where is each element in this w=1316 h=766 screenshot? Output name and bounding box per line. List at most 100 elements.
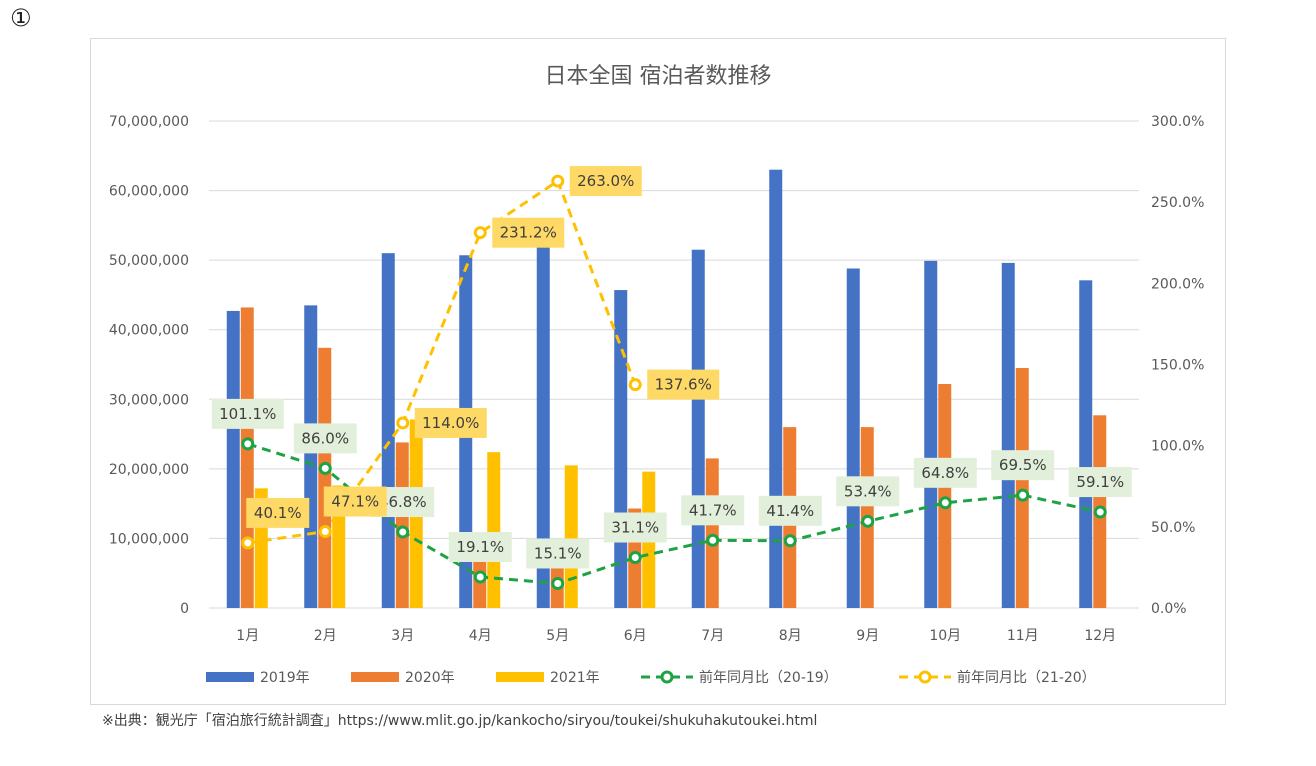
legend-swatch bbox=[496, 672, 544, 682]
legend-label: 2019年 bbox=[260, 670, 310, 686]
marker-前年同月比（20-19）-11月 bbox=[1016, 488, 1030, 502]
data-label-bg bbox=[414, 407, 487, 438]
bar-2019年-12月 bbox=[1079, 280, 1093, 608]
y-right-tick-label: 300.0% bbox=[1151, 114, 1204, 130]
bar-2020年-3月 bbox=[395, 442, 409, 608]
y-right-tick-label: 250.0% bbox=[1151, 195, 1204, 211]
x-tick-label: 8月 bbox=[779, 628, 802, 644]
y-left-tick-label: 10,000,000 bbox=[109, 531, 189, 547]
data-label-bg bbox=[681, 495, 745, 526]
bar-2019年-5月 bbox=[536, 246, 550, 608]
data-label: 231.2% bbox=[500, 224, 557, 242]
x-tick-label: 7月 bbox=[701, 628, 724, 644]
source-note: ※出典：観光庁「宿泊旅行統計調査」https://www.mlit.go.jp/… bbox=[102, 713, 818, 729]
data-label: 46.8% bbox=[379, 493, 427, 511]
marker-前年同月比（20-19）-5月 bbox=[551, 576, 565, 590]
data-label: 15.1% bbox=[534, 544, 582, 562]
data-label: 47.1% bbox=[331, 493, 379, 511]
data-label: 86.0% bbox=[301, 429, 349, 447]
data-label-bg bbox=[991, 450, 1055, 481]
bar-2021年-4月 bbox=[487, 452, 501, 608]
y-right-tick-label: 150.0% bbox=[1151, 358, 1204, 374]
data-label: 41.4% bbox=[766, 502, 814, 520]
data-label-bg bbox=[758, 495, 822, 526]
axes: 0 10,000,000 20,000,000 30,000,000 40,000,00… bbox=[109, 114, 1205, 644]
bar-2020年-7月 bbox=[705, 458, 719, 608]
data-label: 263.0% bbox=[577, 172, 634, 190]
data-label-bg bbox=[323, 486, 387, 517]
x-tick-label: 5月 bbox=[546, 628, 569, 644]
line-前年同月比（20-19） bbox=[247, 442, 1101, 586]
chart-svg: 日本全国 宿泊者数推移 101.1% 86.0% 46.8% 19.1% 15.1% 31… bbox=[109, 64, 1205, 686]
x-tick-label: 1月 bbox=[236, 628, 259, 644]
x-tick-label: 4月 bbox=[469, 628, 492, 644]
x-tick-label: 10月 bbox=[929, 628, 961, 644]
bar-2020年-10月 bbox=[938, 383, 952, 608]
data-label: 31.1% bbox=[611, 519, 659, 537]
data-label-bg bbox=[526, 538, 590, 569]
marker-前年同月比（20-19）-12月 bbox=[1093, 505, 1107, 519]
legend-marker bbox=[918, 670, 932, 684]
data-label-bg bbox=[293, 423, 357, 454]
data-label: 19.1% bbox=[456, 538, 504, 556]
y-left-tick-label: 0 bbox=[180, 601, 189, 617]
y-right-tick-label: 200.0% bbox=[1151, 276, 1204, 292]
chart-area: 日本全国 宿泊者数推移 101.1% 86.0% 46.8% 19.1% 15.1% 31… bbox=[90, 38, 1226, 705]
data-label-bg bbox=[569, 166, 642, 197]
marker-前年同月比（20-19）-4月 bbox=[473, 570, 487, 584]
y-right-tick-label: 50.0% bbox=[1151, 520, 1195, 536]
marker-前年同月比（20-19）-3月 bbox=[396, 525, 410, 539]
page-marker: ① bbox=[10, 4, 32, 32]
marker-前年同月比（21-20）-3月 bbox=[396, 416, 410, 430]
data-label: 64.8% bbox=[921, 464, 969, 482]
y-left-tick-label: 70,000,000 bbox=[109, 114, 189, 130]
legend-label: 2021年 bbox=[550, 670, 600, 686]
bar-2019年-3月 bbox=[381, 253, 395, 608]
bar-2019年-8月 bbox=[769, 169, 783, 608]
data-label-bg bbox=[1068, 467, 1132, 498]
lines bbox=[241, 174, 1107, 590]
marker-前年同月比（20-19）-10月 bbox=[938, 496, 952, 510]
data-label-bg bbox=[647, 369, 720, 400]
marker-前年同月比（21-20）-1月 bbox=[241, 536, 255, 550]
marker-前年同月比（21-20）-5月 bbox=[551, 174, 565, 188]
y-left-tick-label: 40,000,000 bbox=[109, 323, 189, 339]
marker-前年同月比（21-20）-4月 bbox=[473, 226, 487, 240]
marker-前年同月比（21-20）-6月 bbox=[628, 378, 642, 392]
marker-前年同月比（20-19）-6月 bbox=[628, 551, 642, 565]
legend-swatch bbox=[206, 672, 254, 682]
data-label-bg bbox=[246, 497, 310, 528]
bar-2020年-2月 bbox=[318, 347, 332, 608]
legend-label: 前年同月比（21-20） bbox=[957, 669, 1096, 686]
chart-title: 日本全国 宿泊者数推移 bbox=[545, 64, 772, 89]
bar-2019年-1月 bbox=[226, 310, 240, 608]
marker-前年同月比（21-20）-2月 bbox=[318, 525, 332, 539]
gridlines bbox=[209, 120, 1139, 609]
data-label-bg bbox=[211, 398, 284, 429]
data-label-bg bbox=[836, 476, 900, 507]
marker-前年同月比（20-19）-1月 bbox=[241, 437, 255, 451]
data-label: 137.6% bbox=[655, 376, 712, 394]
bar-2021年-5月 bbox=[564, 465, 578, 608]
bar-2019年-9月 bbox=[846, 268, 860, 608]
legend-marker bbox=[660, 670, 674, 684]
marker-前年同月比（20-19）-8月 bbox=[783, 534, 797, 548]
bar-2019年-10月 bbox=[924, 260, 938, 608]
marker-前年同月比（20-19）-7月 bbox=[706, 533, 720, 547]
data-label: 114.0% bbox=[422, 414, 479, 432]
x-tick-label: 3月 bbox=[391, 628, 414, 644]
data-label: 69.5% bbox=[999, 456, 1047, 474]
data-label: 53.4% bbox=[844, 482, 892, 500]
data-labels: 101.1% 86.0% 46.8% 19.1% 15.1% 31.1% 41.7% 41.4… bbox=[211, 166, 1132, 569]
y-left-tick-label: 20,000,000 bbox=[109, 462, 189, 478]
x-tick-label: 12月 bbox=[1084, 628, 1116, 644]
data-label-bg bbox=[492, 217, 565, 248]
data-label: 40.1% bbox=[254, 504, 302, 522]
bar-2020年-11月 bbox=[1015, 367, 1029, 608]
y-right-tick-label: 0.0% bbox=[1151, 601, 1187, 617]
x-tick-label: 9月 bbox=[856, 628, 879, 644]
marker-前年同月比（20-19）-9月 bbox=[861, 514, 875, 528]
bar-2019年-11月 bbox=[1001, 262, 1015, 608]
legend-label: 2020年 bbox=[405, 670, 455, 686]
x-tick-label: 6月 bbox=[624, 628, 647, 644]
